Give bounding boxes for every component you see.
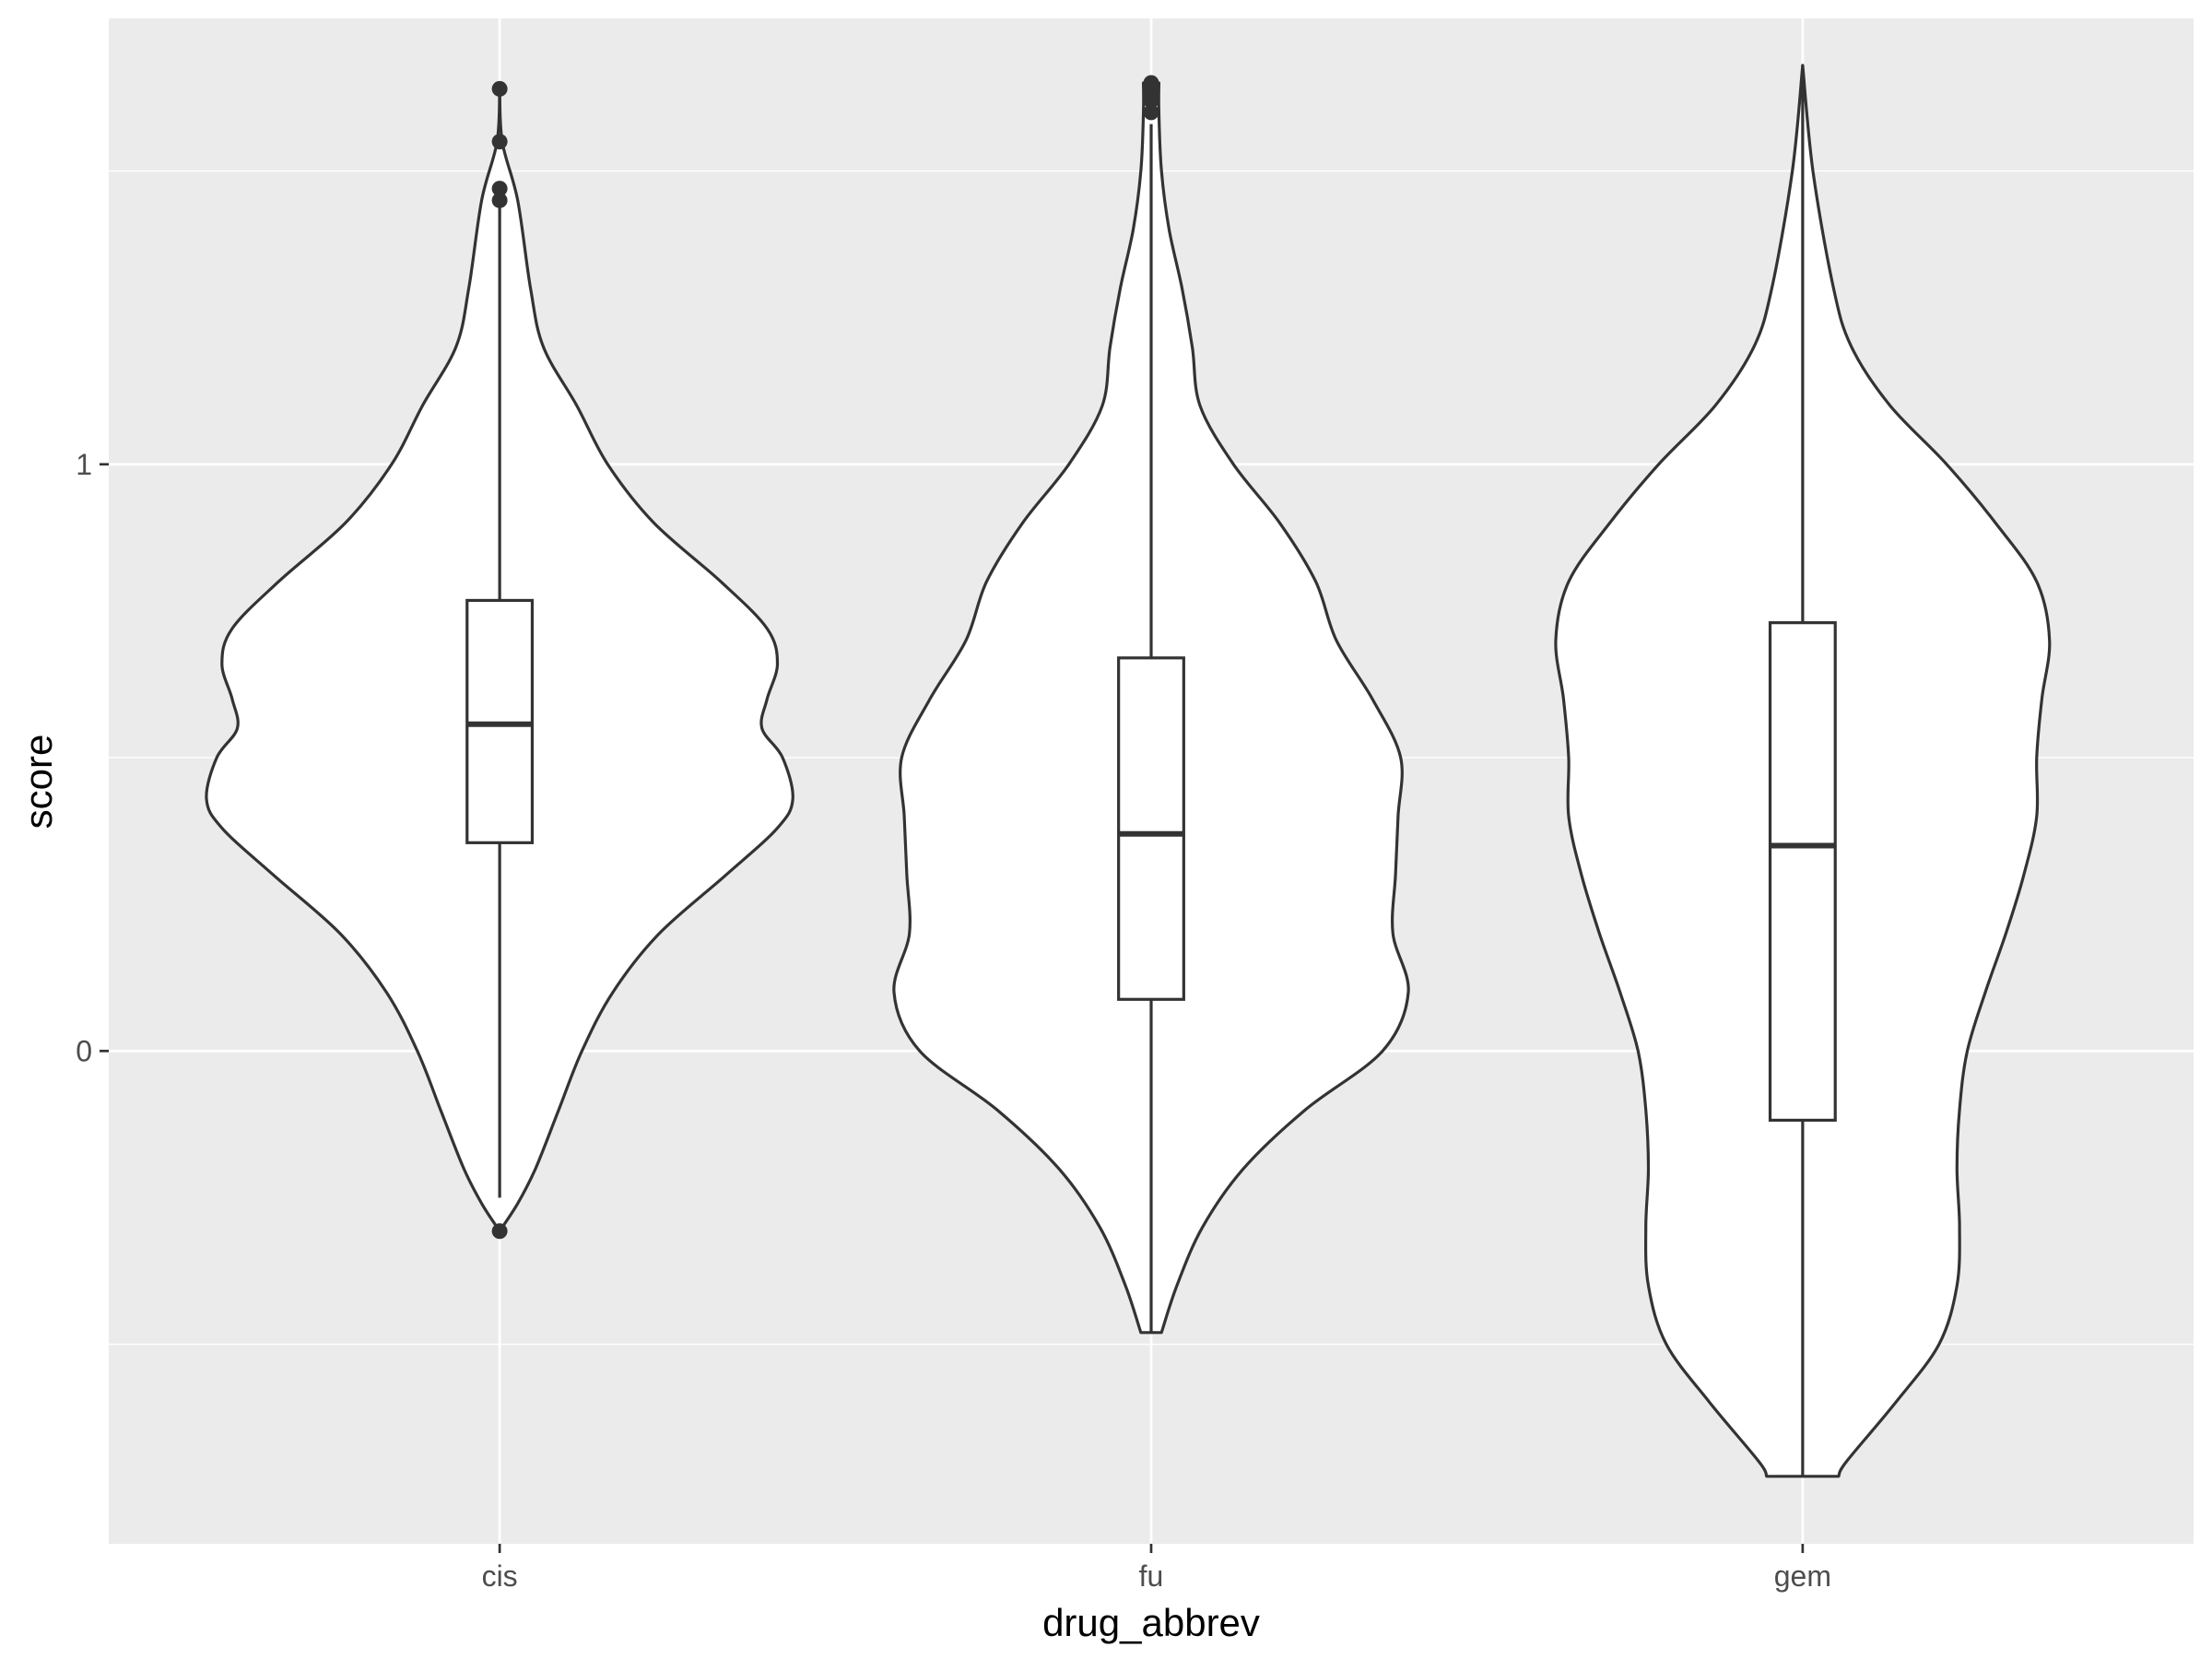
- outlier-point: [1143, 104, 1159, 121]
- outlier-point: [491, 80, 508, 97]
- outlier-point: [491, 1223, 508, 1240]
- x-axis: cis fu gem: [482, 1544, 1831, 1593]
- x-tick-label: gem: [1774, 1559, 1831, 1593]
- outlier-point: [491, 192, 508, 208]
- y-axis: 01: [76, 448, 109, 1067]
- x-tick-label: fu: [1139, 1559, 1164, 1593]
- x-tick-label: cis: [482, 1559, 518, 1593]
- violins: [205, 64, 2052, 1478]
- outlier-point: [1143, 75, 1159, 91]
- violin-group-cis: [205, 80, 794, 1240]
- outlier-point: [491, 134, 508, 150]
- box-gem: [1768, 621, 1837, 1123]
- violin-group-gem: [1554, 64, 2052, 1478]
- violin-group-fu: [892, 75, 1410, 1335]
- y-axis-title: score: [17, 735, 60, 830]
- y-tick-label: 1: [76, 448, 92, 481]
- outlier-point: [491, 181, 508, 197]
- x-axis-title: drug_abbrev: [1042, 1601, 1260, 1644]
- box-fu: [1117, 656, 1185, 1001]
- y-tick-label: 0: [76, 1034, 92, 1067]
